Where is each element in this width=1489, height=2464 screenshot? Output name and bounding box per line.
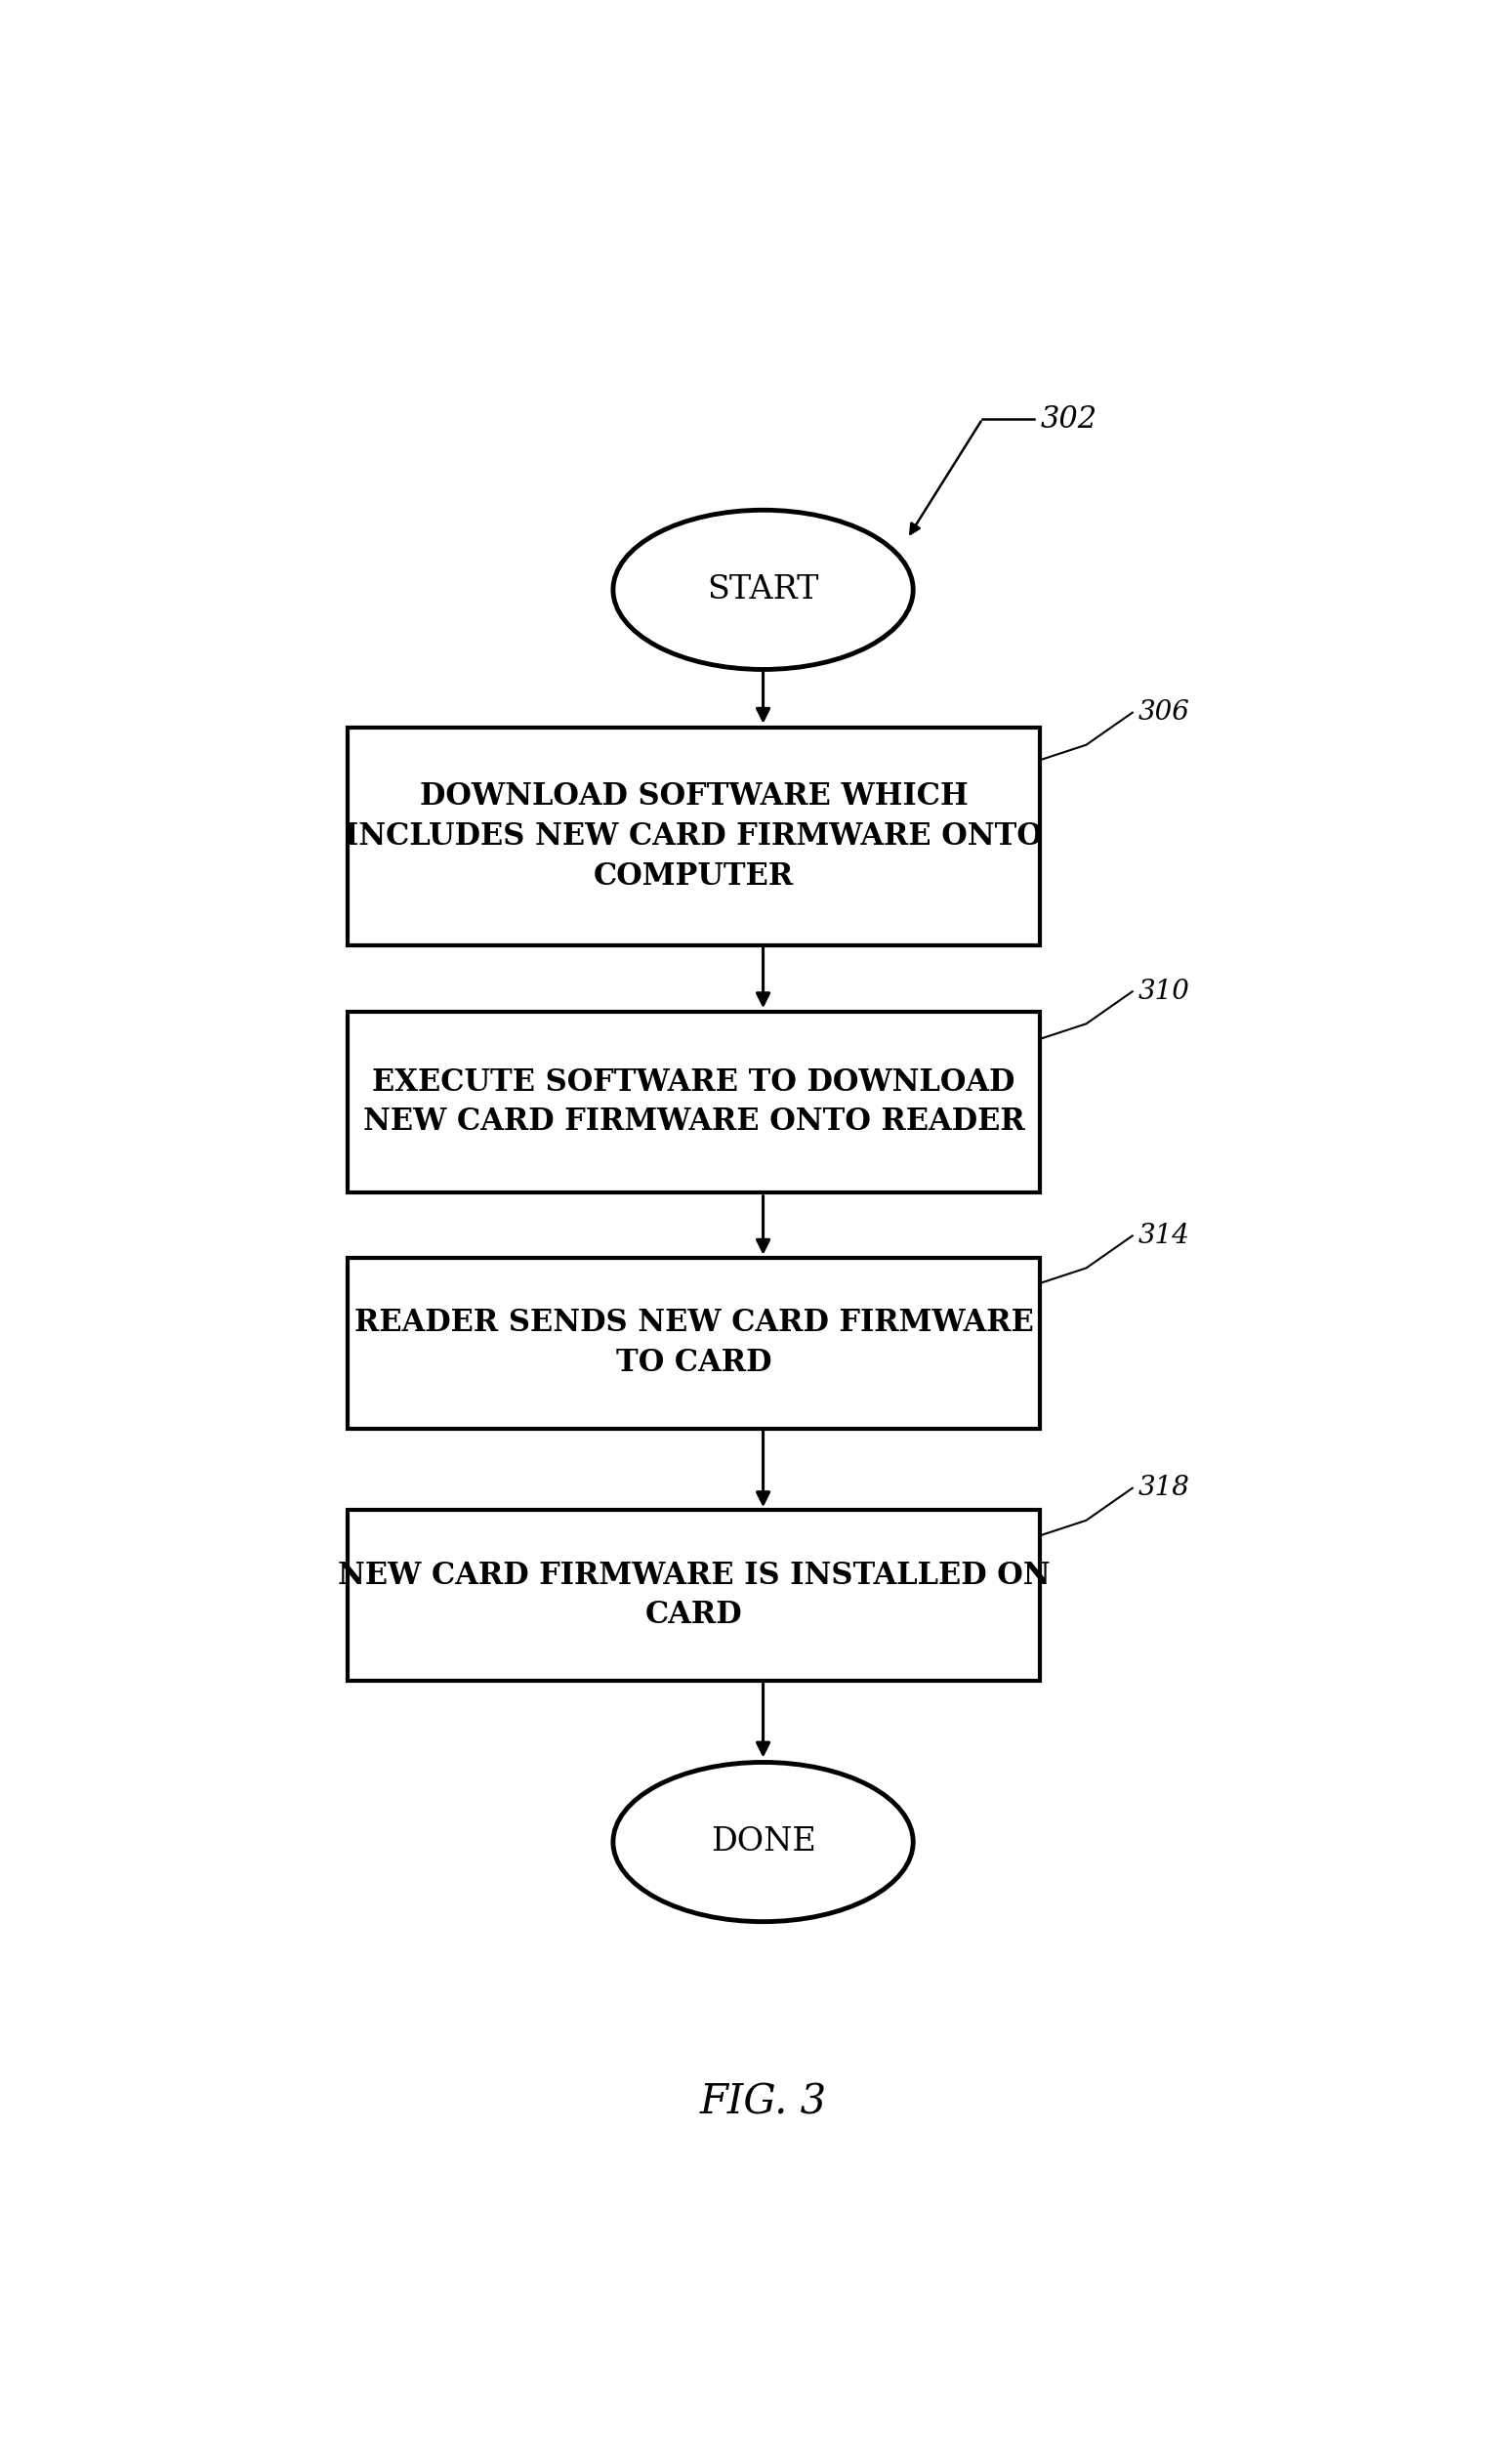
Text: EXECUTE SOFTWARE TO DOWNLOAD
NEW CARD FIRMWARE ONTO READER: EXECUTE SOFTWARE TO DOWNLOAD NEW CARD FI… [363,1067,1024,1136]
Bar [347,1510,1039,1680]
Text: DONE: DONE [710,1826,816,1858]
Text: DOWNLOAD SOFTWARE WHICH
INCLUDES NEW CARD FIRMWARE ONTO
COMPUTER: DOWNLOAD SOFTWARE WHICH INCLUDES NEW CAR… [345,781,1042,892]
Text: NEW CARD FIRMWARE IS INSTALLED ON
CARD: NEW CARD FIRMWARE IS INSTALLED ON CARD [338,1560,1050,1631]
Bar [347,1257,1039,1429]
Text: 302: 302 [1039,404,1097,434]
Text: READER SENDS NEW CARD FIRMWARE
TO CARD: READER SENDS NEW CARD FIRMWARE TO CARD [354,1308,1033,1377]
Text: 306: 306 [1138,700,1190,727]
Text: 318: 318 [1138,1476,1190,1501]
Bar [347,1013,1039,1193]
Text: 314: 314 [1138,1222,1190,1249]
Text: START: START [707,574,819,606]
Bar [347,727,1039,946]
Text: 310: 310 [1138,978,1190,1005]
Text: FIG. 3: FIG. 3 [700,2082,826,2122]
